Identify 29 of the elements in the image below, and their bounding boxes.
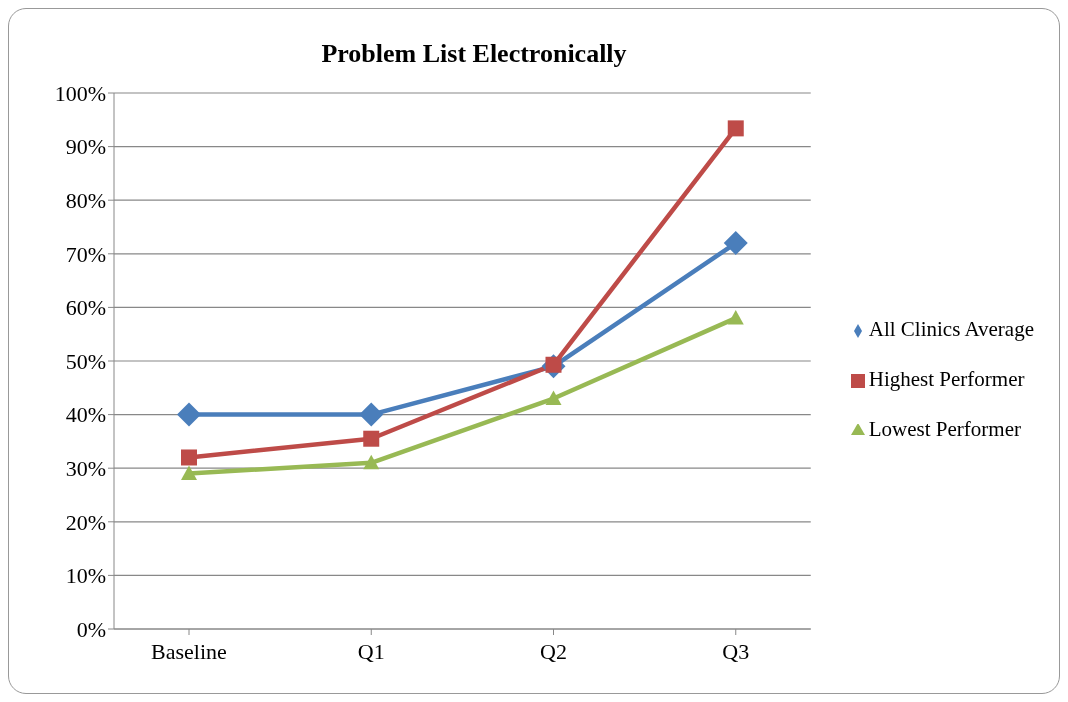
- point: [359, 402, 384, 427]
- point: [723, 231, 748, 256]
- x-tick-label: Baseline: [151, 638, 227, 664]
- y-tick-label: 0%: [76, 616, 106, 642]
- point: [363, 430, 380, 447]
- y-tick-label: 70%: [65, 241, 106, 267]
- point: [363, 454, 380, 470]
- point: [181, 465, 197, 480]
- y-tick-label: 90%: [65, 134, 106, 160]
- x-tick-label: Q2: [540, 638, 567, 664]
- y-tick-label: 40%: [65, 402, 106, 428]
- y-tick-label: 80%: [65, 188, 106, 214]
- legend-label: All Clinics Average: [868, 317, 1034, 341]
- point: [181, 449, 197, 466]
- x-tick-label: Q1: [357, 638, 385, 664]
- y-tick-label: 10%: [65, 563, 106, 589]
- point: [545, 390, 562, 405]
- y-tick-label: 20%: [65, 509, 106, 535]
- point: [727, 310, 744, 325]
- y-tick-label: 100%: [54, 80, 106, 106]
- x-tick-label: Q3: [722, 638, 750, 664]
- chart-title: Problem List Electronically: [320, 39, 628, 69]
- point: [727, 120, 744, 137]
- y-tick-label: 60%: [65, 295, 106, 321]
- legend-label: Lowest Performer: [868, 417, 1021, 441]
- y-tick-label: 30%: [65, 456, 106, 482]
- y-tick-label: 50%: [65, 348, 106, 374]
- legend-label: Highest Performer: [868, 367, 1025, 391]
- point: [177, 402, 201, 427]
